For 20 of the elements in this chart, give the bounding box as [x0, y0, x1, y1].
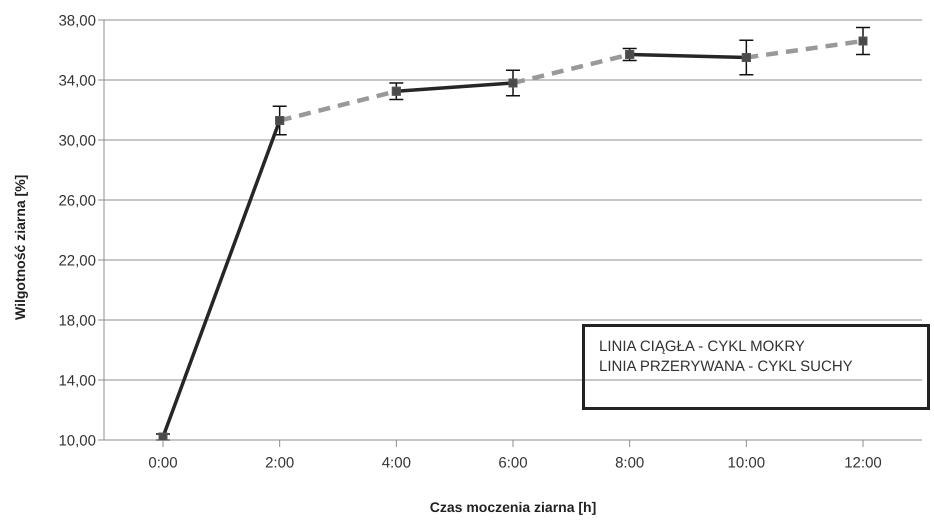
- y-tick-label: 26,00: [58, 192, 96, 210]
- x-axis-title: Czas moczenia ziarna [h]: [430, 499, 596, 515]
- y-tick-label: 34,00: [58, 72, 96, 90]
- x-tick-label: 10:00: [728, 454, 766, 472]
- y-axis-title: Wilgotność ziarna [%]: [12, 174, 28, 320]
- y-tick-label: 14,00: [58, 372, 96, 390]
- y-tick-label: 30,00: [58, 132, 96, 150]
- x-tick-label: 6:00: [498, 454, 528, 472]
- y-tick-label: 10,00: [58, 432, 96, 450]
- x-tick-label: 4:00: [382, 454, 411, 472]
- y-tick-label: 18,00: [58, 312, 96, 330]
- x-tick-label: 12:00: [844, 454, 882, 472]
- annotation: LINIA PRZERYWANA - CYKL SUCHY: [599, 357, 854, 377]
- x-tick-label: 0:00: [148, 454, 178, 472]
- text-box: LINIA CIĄGŁA - CYKL MOKRY LINIA PRZERYWANA - CYKL SUCHY: [582, 324, 930, 410]
- y-tick-label: 38,00: [58, 12, 96, 30]
- x-tick-label: 8:00: [615, 454, 644, 472]
- annotation: LINIA CIĄGŁA - CYKL MOKRY: [599, 337, 806, 357]
- x-tick-label: 2:00: [265, 454, 294, 472]
- y-tick-label: 22,00: [58, 252, 96, 270]
